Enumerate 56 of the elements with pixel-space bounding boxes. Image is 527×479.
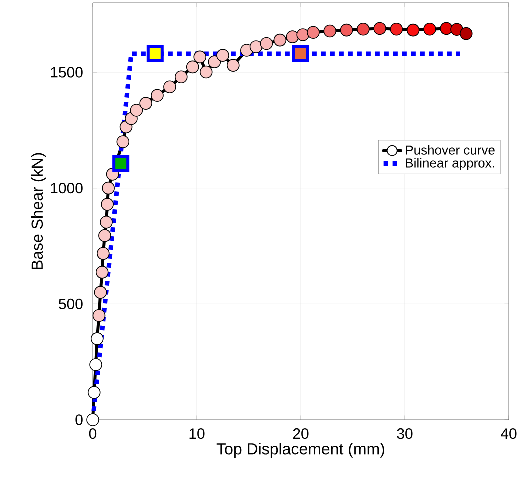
- point: [324, 24, 337, 38]
- point: [130, 104, 144, 117]
- point: [116, 136, 130, 148]
- x-tick-label: 0: [89, 428, 97, 440]
- x-tick-label: 30: [397, 428, 413, 440]
- point: [450, 23, 464, 36]
- point: [86, 414, 100, 426]
- legend-label: Bilinear approx.: [406, 158, 494, 170]
- point: [100, 216, 113, 229]
- y-tick-label: 1000: [51, 183, 83, 194]
- point: [390, 23, 404, 36]
- point: [112, 155, 130, 172]
- point: [296, 28, 310, 42]
- legend-label: Pushover curve: [406, 145, 495, 155]
- point: [340, 24, 354, 37]
- point: [406, 24, 420, 37]
- point: [164, 80, 176, 94]
- point: [440, 22, 453, 36]
- point: [194, 50, 207, 64]
- x-tick-label: 40: [501, 428, 517, 440]
- point: [374, 22, 386, 36]
- point: [208, 56, 222, 68]
- x-axis-title: Top Displacement (mm): [216, 443, 384, 458]
- point: [424, 23, 436, 36]
- point: [260, 37, 274, 50]
- point: [286, 30, 300, 44]
- point: [102, 182, 115, 195]
- point: [90, 358, 102, 372]
- point: [175, 70, 188, 84]
- y-tick-label: 1500: [51, 67, 83, 78]
- point: [90, 332, 104, 346]
- point: [227, 59, 240, 72]
- point: [97, 247, 110, 260]
- point: [146, 45, 164, 62]
- y-axis-title: Base Shear (kN): [31, 153, 46, 270]
- point: [200, 66, 213, 79]
- point: [92, 309, 106, 322]
- point: [460, 27, 473, 40]
- point: [98, 229, 112, 242]
- y-tick-label: 500: [59, 298, 83, 310]
- point: [88, 386, 101, 400]
- point: [140, 97, 152, 110]
- point: [151, 89, 164, 102]
- x-tick-label: 10: [190, 428, 205, 440]
- point: [101, 198, 114, 211]
- point: [186, 60, 200, 74]
- point: [96, 266, 109, 279]
- point: [216, 49, 230, 62]
- point: [307, 26, 320, 40]
- y-tick-label: 0: [76, 414, 83, 426]
- point: [292, 45, 310, 62]
- point: [94, 286, 108, 299]
- x-tick-label: 20: [293, 428, 309, 440]
- point: [250, 40, 263, 54]
- point: [274, 34, 287, 47]
- point: [357, 23, 370, 36]
